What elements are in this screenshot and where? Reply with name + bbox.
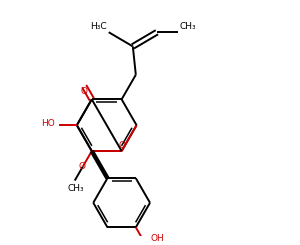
Text: OH: OH bbox=[150, 234, 164, 243]
Text: O: O bbox=[118, 141, 125, 150]
Text: CH₃: CH₃ bbox=[68, 184, 85, 193]
Text: H₃C: H₃C bbox=[90, 22, 106, 31]
Text: CH₃: CH₃ bbox=[180, 22, 196, 31]
Text: O: O bbox=[79, 162, 86, 171]
Text: O: O bbox=[81, 87, 88, 96]
Text: HO: HO bbox=[42, 119, 55, 128]
